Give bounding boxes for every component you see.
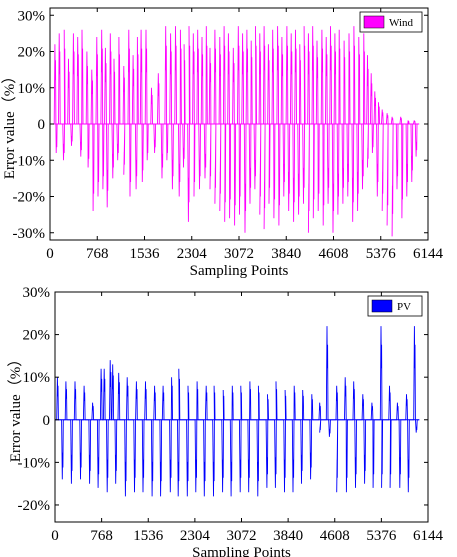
y-tick-label: 10% <box>18 81 46 97</box>
x-tick-label: 4608 <box>319 246 349 262</box>
y-tick-label: 0 <box>43 413 51 429</box>
wind-series-line <box>50 26 420 237</box>
pv-y-axis-ticks: -20% -10% 0 10% 20% 30% <box>18 285 428 514</box>
wind-legend-swatch <box>363 15 385 29</box>
x-tick-label: 768 <box>90 528 113 544</box>
pv-series-line <box>55 326 420 497</box>
wind-x-axis-label: Sampling Points <box>190 263 289 279</box>
x-tick-label: 3072 <box>227 528 257 544</box>
x-tick-label: 4608 <box>320 528 350 544</box>
x-tick-label: 768 <box>86 246 109 262</box>
x-tick-label: 1536 <box>130 246 161 262</box>
pv-legend: PV <box>367 295 423 317</box>
x-tick-label: 6144 <box>413 246 444 262</box>
pv-y-axis-label: Error value（%） <box>7 352 24 462</box>
y-tick-label: 0 <box>38 117 46 133</box>
x-tick-label: 3072 <box>224 246 254 262</box>
x-tick-label: 2304 <box>180 528 211 544</box>
pv-x-axis-ticks: 0 768 1536 2304 3072 3840 4608 5376 6144 <box>51 292 444 544</box>
x-tick-label: 5376 <box>366 528 397 544</box>
x-tick-label: 3840 <box>273 528 303 544</box>
wind-y-axis-ticks: -30% -20% -10% 0 10% 20% 30% <box>13 8 428 242</box>
y-tick-label: 20% <box>18 45 46 61</box>
y-tick-label: -20% <box>18 498 51 514</box>
wind-x-axis-ticks: 0 768 1536 2304 3072 3840 4608 5376 6144 <box>46 8 444 262</box>
x-tick-label: 5376 <box>366 246 397 262</box>
wind-legend: Wind <box>359 11 423 33</box>
y-tick-label: 30% <box>18 8 46 24</box>
pv-error-chart: -20% -10% 0 10% 20% 30% 0 768 1536 2304 3072 3840 4… <box>7 285 444 557</box>
pv-legend-label: PV <box>397 301 411 313</box>
wind-error-chart: -30% -20% -10% 0 10% 20% 30% 0 768 1536 2304 3072 3… <box>1 7 444 279</box>
pv-legend-swatch <box>371 299 393 313</box>
wind-series-path <box>50 26 420 237</box>
x-tick-label: 0 <box>51 528 59 544</box>
y-tick-label: 20% <box>23 328 51 344</box>
pv-x-axis-label: Sampling Points <box>192 545 291 557</box>
x-tick-label: 2304 <box>177 246 208 262</box>
y-tick-label: -30% <box>13 226 46 242</box>
x-tick-label: 6144 <box>413 528 444 544</box>
y-tick-label: 10% <box>23 370 51 386</box>
wind-y-axis-label: Error value（%） <box>1 69 18 179</box>
pv-series-path <box>55 326 420 497</box>
y-tick-label: -10% <box>18 455 51 471</box>
x-tick-label: 0 <box>46 246 54 262</box>
y-tick-label: 30% <box>23 285 51 301</box>
y-tick-label: -10% <box>13 153 46 169</box>
x-tick-label: 1536 <box>133 528 164 544</box>
wind-legend-label: Wind <box>389 17 413 29</box>
y-tick-label: -20% <box>13 190 46 206</box>
x-tick-label: 3840 <box>271 246 301 262</box>
